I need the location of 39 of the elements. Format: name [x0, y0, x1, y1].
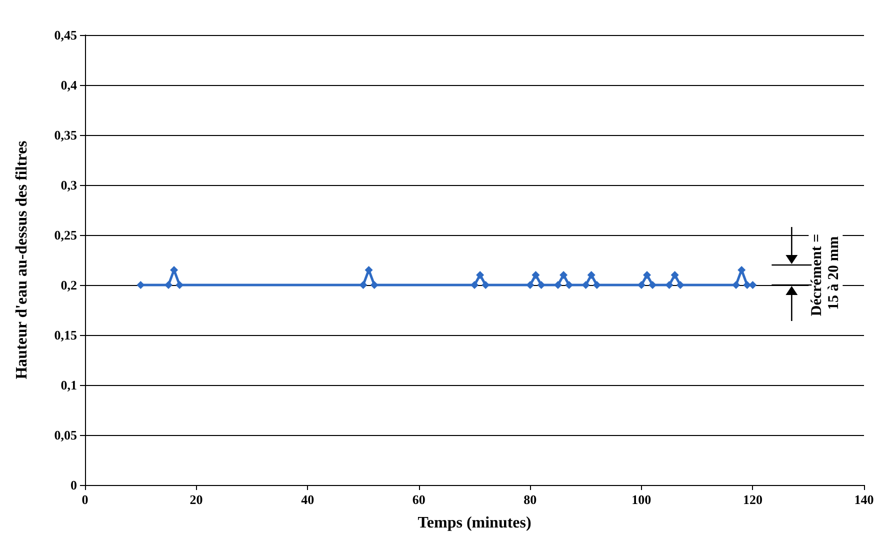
- y-tick-label: 0,05: [54, 428, 78, 442]
- point: [526, 281, 534, 289]
- y-tick-label: 0,35: [54, 128, 78, 142]
- x-tick-label: 100: [632, 492, 652, 507]
- point: [587, 271, 596, 279]
- x-tick-label: 80: [524, 492, 537, 507]
- y-tick-label: 0,2: [60, 278, 77, 292]
- point: [470, 281, 478, 289]
- x-tick-label: 60: [412, 492, 426, 507]
- point: [532, 271, 540, 279]
- point: [670, 271, 679, 279]
- y-tick-label: 0,25: [54, 228, 78, 242]
- x-tick-label: 20: [190, 492, 203, 507]
- y-axis-title: Hauteur d'eau au-dessus des filtres: [14, 140, 30, 380]
- point: [370, 281, 378, 289]
- x-tick-label: 0: [82, 492, 88, 507]
- x-tick-label: 140: [854, 492, 874, 507]
- y-tick-label: 0,4: [60, 78, 78, 92]
- point: [665, 281, 674, 289]
- point: [732, 281, 740, 289]
- point: [476, 271, 484, 279]
- point: [560, 271, 568, 279]
- point: [676, 281, 684, 289]
- x-axis-title: Temps (minutes): [418, 514, 532, 532]
- point: [642, 271, 651, 279]
- point: [582, 281, 590, 289]
- annotation: Décrément = 15 à 20 mm: [809, 234, 842, 316]
- point: [359, 281, 368, 289]
- x-tick-label: 40: [301, 492, 314, 507]
- x-tick-label: 120: [742, 492, 762, 507]
- y-tick-label: 0: [70, 478, 77, 492]
- point: [592, 281, 601, 289]
- y-tick-label: 0,45: [54, 28, 78, 42]
- point: [136, 281, 145, 289]
- y-tick-label: 0,15: [54, 328, 78, 342]
- y-tick-label: 0,1: [60, 378, 77, 392]
- y-tick-label: 0,3: [60, 178, 78, 192]
- point: [738, 266, 746, 274]
- point: [537, 281, 546, 289]
